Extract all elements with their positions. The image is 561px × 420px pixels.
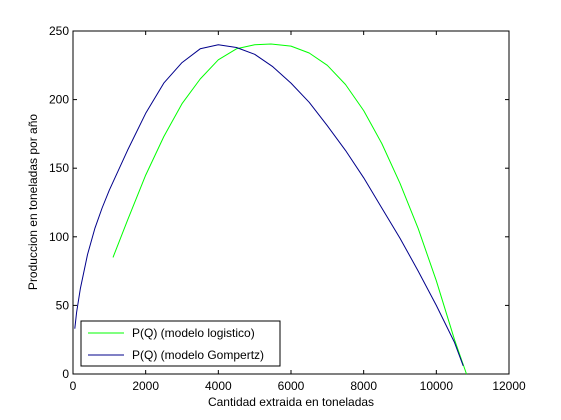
x-tick-label: 2000 bbox=[132, 379, 159, 393]
x-tick-label: 10000 bbox=[420, 379, 454, 393]
y-tick-label: 250 bbox=[49, 24, 69, 38]
x-axis: 0 2000 4000 6000 8000 10000 12000 bbox=[70, 31, 526, 393]
series-line-logistico bbox=[112, 43, 467, 375]
series-line-gompertz bbox=[74, 44, 464, 366]
y-axis: 0 50 100 150 200 250 bbox=[49, 24, 509, 381]
legend-box bbox=[80, 320, 281, 367]
x-tick-label: 8000 bbox=[350, 379, 377, 393]
y-tick-label: 50 bbox=[56, 298, 70, 312]
legend-label-logistico: P(Q) (modelo logistico) bbox=[132, 326, 255, 340]
legend-label-gompertz: P(Q) (modelo Gompertz) bbox=[132, 348, 264, 362]
x-tick-label: 0 bbox=[70, 379, 77, 393]
y-tick-label: 100 bbox=[49, 230, 69, 244]
x-tick-label: 6000 bbox=[278, 379, 305, 393]
y-axis-label: Produccion en toneladas por año bbox=[26, 114, 40, 290]
plot-area bbox=[72, 30, 510, 375]
x-tick-label: 12000 bbox=[492, 379, 526, 393]
y-tick-label: 200 bbox=[49, 93, 69, 107]
x-tick-label: 4000 bbox=[205, 379, 232, 393]
legend: P(Q) (modelo logistico) P(Q) (modelo Gom… bbox=[80, 320, 281, 367]
series-lines bbox=[74, 43, 467, 375]
x-axis-label: Cantidad extraida en toneladas bbox=[208, 395, 374, 409]
y-tick-label: 150 bbox=[49, 161, 69, 175]
y-tick-label: 0 bbox=[62, 367, 69, 381]
